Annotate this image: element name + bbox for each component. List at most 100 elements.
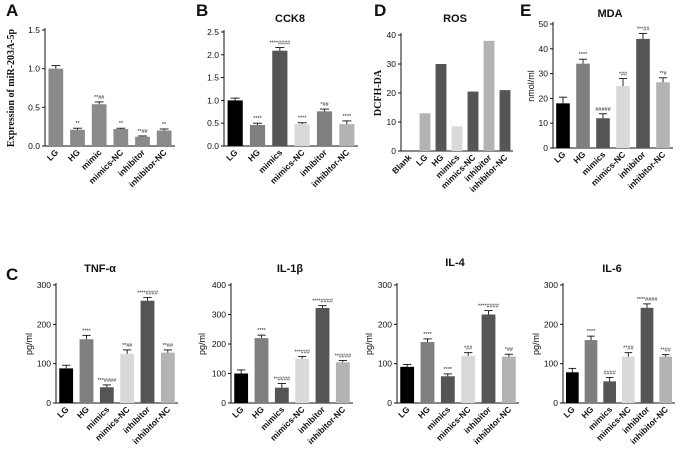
significance-label-il6: **## <box>660 348 671 354</box>
category-label-il1b: HG <box>250 404 266 420</box>
y-tick-label-cck8: 1.5 <box>207 73 219 83</box>
category-label-cck8: LG <box>224 147 240 163</box>
significance-label-cck8: *## <box>320 102 329 108</box>
y-tick-label-il6: 200 <box>544 319 558 329</box>
category-label-tnf: LG <box>55 404 71 420</box>
y-tick-label-mda: 0 <box>543 143 548 153</box>
chart-mirna: Expression of miR-203A-5p 0.0 0.5 1.0 1.5 LG *… <box>6 25 175 189</box>
significance-label-il6: ****#### <box>637 297 659 303</box>
bar-mda-HG <box>576 63 590 148</box>
y-tick-label-il1b: 400 <box>212 280 226 290</box>
bar-il6-mimics <box>603 381 617 403</box>
bar-ros-LG <box>419 113 431 151</box>
bar-il1b-mimics <box>274 387 289 403</box>
bar-il1b-LG <box>234 373 249 403</box>
category-label-ros: LG <box>414 152 430 168</box>
chart-title-cck8: CCK8 <box>275 13 305 25</box>
bar-mirna-HG <box>70 129 85 146</box>
chart-title-il1b: IL-1β <box>277 263 304 275</box>
panel-letter-c: C <box>6 265 18 284</box>
bar-cck8-mimics <box>272 50 288 146</box>
bar-il4-mimics-NC <box>461 355 476 403</box>
significance-label-il4: **** <box>423 332 432 338</box>
y-tick-label-il6: 0 <box>553 398 558 408</box>
bar-il4-inhibitor <box>481 314 496 403</box>
chart-il1b: IL-1βpg/ml0100200300400LG****HG**####mim… <box>197 263 353 446</box>
significance-label-mda: **# <box>659 71 667 77</box>
y-tick-label-cck8: 1.0 <box>207 95 219 105</box>
significance-label-tnf: ***#### <box>97 378 117 384</box>
bar-tnf-HG <box>79 339 94 403</box>
significance-label-il6: #### <box>604 370 617 376</box>
bar-cck8-inhibitor <box>316 111 333 146</box>
y-tick-label-ros: 20 <box>387 88 397 98</box>
bar-mirna-inhibitor <box>135 136 150 146</box>
bar-cck8-mimics-NC <box>294 124 310 146</box>
chart-title-ros: ROS <box>443 13 467 25</box>
bar-il4-mimics <box>440 376 455 403</box>
chart-title-mda: MDA <box>597 8 622 20</box>
bar-il4-LG <box>400 366 415 403</box>
category-label-il4: LG <box>396 404 412 420</box>
y-axis-label-il1b: pg/ml <box>197 333 207 355</box>
significance-label-il6: **## <box>623 346 634 352</box>
significance-label-mda: **** <box>579 52 588 58</box>
panel-letter-b: B <box>196 1 208 20</box>
y-tick-label-il1b: 100 <box>212 369 226 379</box>
bar-mda-mimics-NC <box>616 86 630 148</box>
bar-mirna-LG <box>48 68 64 146</box>
y-tick-label-il6: 100 <box>544 359 558 369</box>
y-tick-label-cck8: 2.0 <box>207 50 219 60</box>
significance-label-mirna: ** <box>119 121 124 127</box>
bar-ros-HG <box>435 64 447 151</box>
bar-cck8-HG <box>249 125 266 146</box>
y-tick-label-cck8: 2.5 <box>207 27 219 37</box>
chart-tnf: TNF-αpg/ml0100200300LG****HG***####mimic… <box>24 263 178 446</box>
bar-il6-inhibitor-NC <box>659 356 673 403</box>
significance-label-cck8: **** <box>253 116 262 122</box>
y-tick-label-mda: 30 <box>539 69 549 79</box>
panel-letter-e: E <box>520 1 531 20</box>
y-tick-label-mirna: 0.0 <box>28 141 40 151</box>
y-tick-label-il4: 0 <box>387 398 392 408</box>
y-axis-label-il4: pg/ml <box>364 333 374 355</box>
chart-cck8: CCK80.00.51.01.52.02.5LG****HG****####mi… <box>207 13 358 189</box>
category-label-cck8: HG <box>246 147 262 163</box>
chart-il6: IL-6pg/ml0100200300LG****HG####mimics**#… <box>531 263 675 446</box>
y-axis-label-il6: pg/ml <box>531 333 541 355</box>
significance-label-il4: ****#### <box>478 304 500 310</box>
bar-il1b-inhibitor <box>315 308 330 403</box>
significance-label-il6: **** <box>587 329 596 335</box>
category-label-mirna: HG <box>66 147 82 163</box>
bar-il6-mimics-NC <box>621 356 635 403</box>
panel-letter-d: D <box>374 1 386 20</box>
category-label-il1b: LG <box>230 404 246 420</box>
chart-title-tnf: TNF-α <box>84 263 116 275</box>
significance-label-il1b: **** <box>257 328 266 334</box>
significance-label-tnf: ****#### <box>137 291 159 297</box>
bar-mda-mimics <box>596 118 610 148</box>
bar-il1b-inhibitor-NC <box>335 362 350 403</box>
significance-label-il4: **** <box>444 367 453 373</box>
significance-label-il4: *## <box>464 346 473 352</box>
y-tick-label-ros: 30 <box>387 59 397 69</box>
y-tick-label-tnf: 300 <box>37 280 51 290</box>
y-axis-label-ros: DCFH-DA <box>373 69 384 116</box>
significance-label-mda: ##### <box>595 107 611 113</box>
category-label-mirna: LG <box>45 147 61 163</box>
y-tick-label-mda: 10 <box>539 118 549 128</box>
y-tick-label-ros: 0 <box>391 146 396 156</box>
category-label-tnf: HG <box>75 404 91 420</box>
bar-il1b-mimics-NC <box>295 358 310 403</box>
y-tick-label-tnf: 0 <box>46 398 51 408</box>
bar-ros-inhibitor <box>483 40 495 151</box>
significance-label-cck8: ****#### <box>269 41 291 47</box>
significance-label-tnf: **## <box>163 343 174 349</box>
significance-label-il1b: **#### <box>335 354 352 360</box>
bar-il4-HG <box>420 342 435 403</box>
bar-mirna-inhibitor-NC <box>156 130 172 146</box>
y-tick-label-mda: 50 <box>539 19 549 29</box>
bar-tnf-mimics <box>99 387 114 403</box>
y-tick-label-ros: 10 <box>387 117 397 127</box>
